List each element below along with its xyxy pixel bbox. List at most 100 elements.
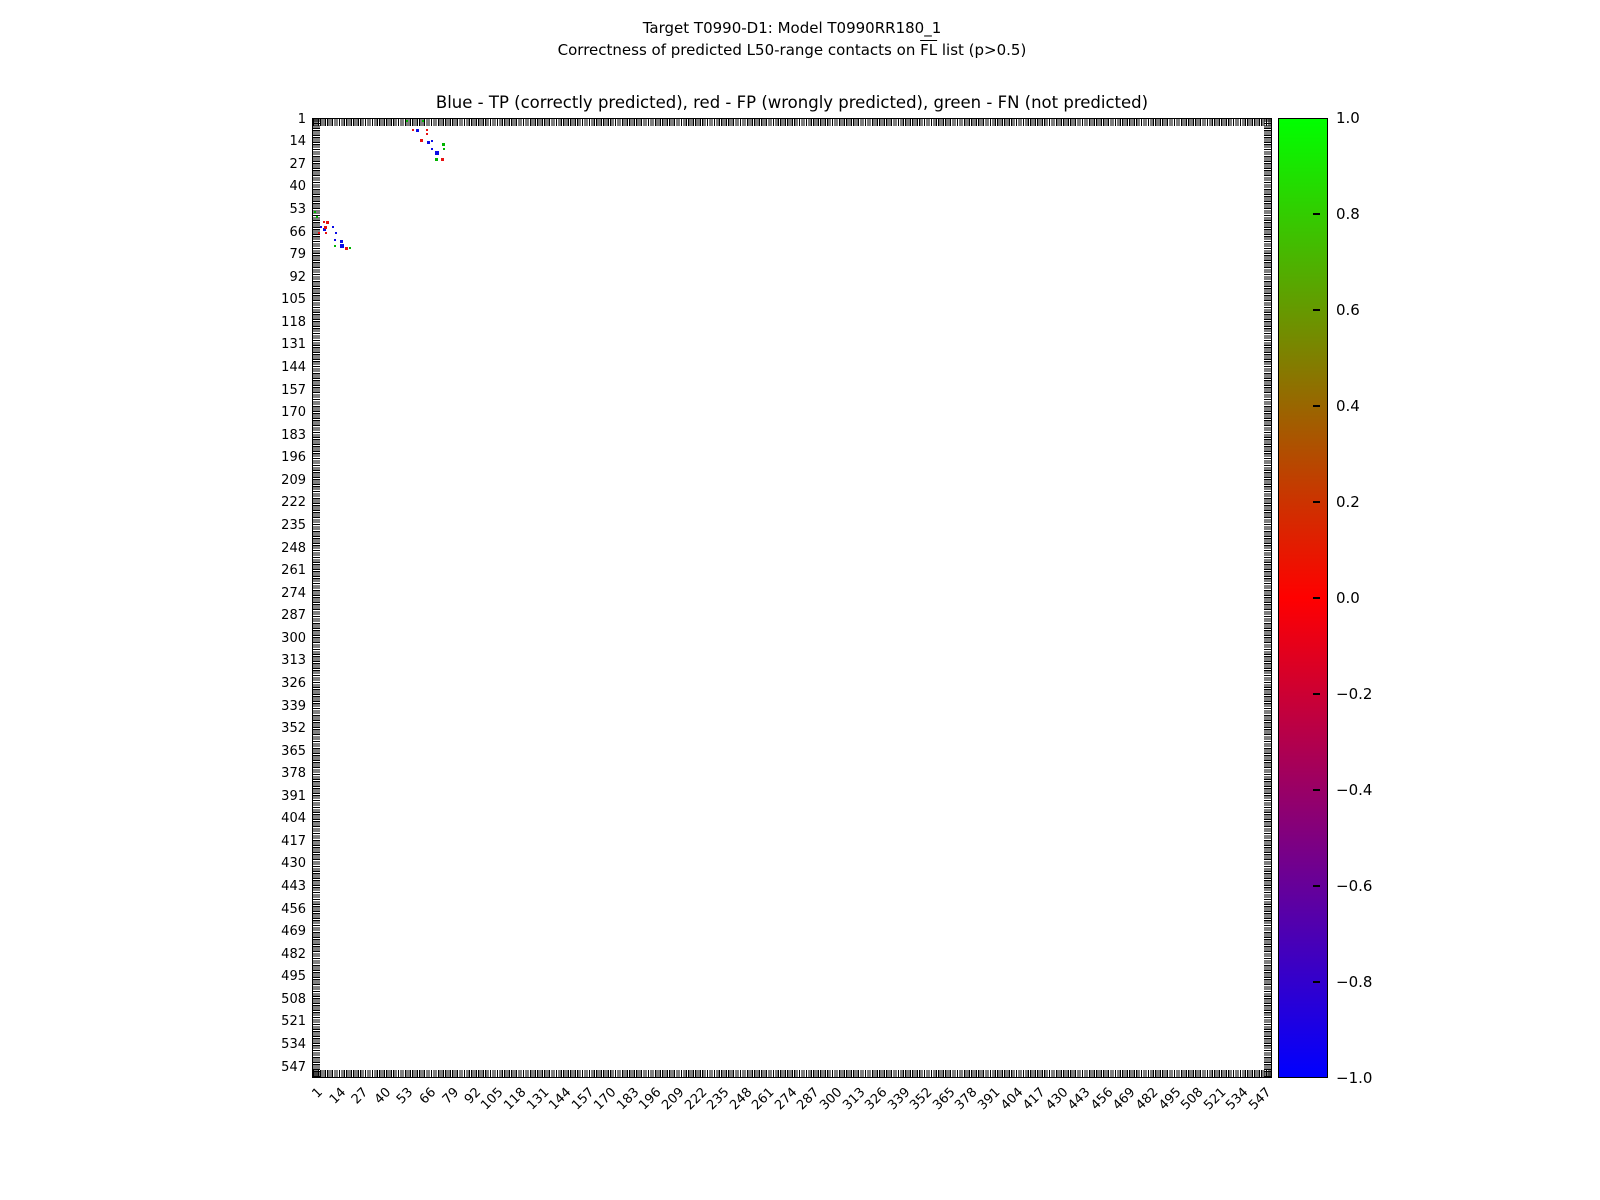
contact-point-fp	[326, 220, 330, 224]
y-tick-label: 157	[281, 382, 306, 398]
y-tick-label: 521	[281, 1014, 306, 1030]
y-tick-label: 443	[281, 879, 306, 895]
colorbar-tick	[1313, 405, 1320, 407]
y-tick-label: 53	[289, 202, 306, 217]
y-tick-label: 27	[289, 156, 306, 172]
y-tick-label: 144	[281, 359, 306, 375]
x-tick-label: 27	[349, 1085, 372, 1108]
contact-point-fp	[425, 132, 428, 135]
contact-point-fn	[314, 210, 317, 213]
x-tick-label: 66	[416, 1085, 440, 1108]
x-tick-label: 287	[794, 1085, 823, 1114]
contact-point-tp	[430, 148, 433, 151]
x-tick-label: 326	[862, 1085, 891, 1114]
x-tick-label: 378	[952, 1085, 981, 1114]
x-tick-label: 209	[659, 1085, 688, 1114]
x-tick-label: 417	[1020, 1085, 1049, 1114]
y-tick-label: 417	[281, 833, 306, 849]
y-tick-label: 118	[281, 314, 306, 330]
x-tick-label: 196	[636, 1085, 665, 1114]
y-tick-label: 352	[281, 721, 306, 737]
y-tick-label: 92	[289, 269, 306, 285]
y-tick-label: 66	[289, 224, 306, 240]
contact-point-tp	[322, 227, 326, 231]
y-tick-label: 495	[281, 969, 306, 985]
figure-title-line1: Target T0990-D1: Model T0990RR180_1	[642, 19, 942, 37]
colorbar-tick	[1313, 309, 1320, 311]
x-tick-label: 469	[1110, 1085, 1139, 1114]
contact-point-tp	[333, 238, 336, 241]
y-tick-label: 1	[297, 111, 306, 127]
contact-point-fp	[440, 158, 444, 162]
contact-point-tp	[426, 140, 430, 144]
x-tick-label: 313	[839, 1085, 868, 1114]
contact-point-fp	[324, 225, 328, 229]
colorbar-tick-label: −0.6	[1336, 877, 1373, 895]
y-tick-label: 248	[281, 540, 306, 556]
colorbar-tick-label: −0.2	[1336, 685, 1373, 703]
x-tick-label: 482	[1133, 1085, 1162, 1114]
x-tick-label: 144	[546, 1085, 575, 1114]
contact-point-fp	[419, 139, 423, 143]
colorbar-tick-label: 0.2	[1336, 493, 1360, 511]
y-tick-label: 482	[281, 946, 306, 962]
y-tick-label: 508	[281, 991, 306, 1007]
colorbar-tick	[1313, 501, 1320, 503]
colorbar-tick-label: −1.0	[1336, 1069, 1373, 1087]
colorbar	[1278, 118, 1328, 1078]
contact-point-fn	[316, 215, 319, 218]
contact-point-fn	[406, 120, 409, 123]
contact-point-fp	[411, 129, 414, 132]
y-tick-label: 235	[281, 517, 306, 533]
y-tick-label: 326	[281, 675, 306, 691]
x-tick-label: 352	[907, 1085, 936, 1114]
figure-title-line2-overline: FL	[920, 41, 938, 59]
y-tick-label: 222	[281, 495, 306, 511]
contact-point-tp	[335, 231, 338, 234]
y-tick-label: 105	[281, 292, 306, 308]
x-tick-label: 105	[478, 1085, 507, 1114]
colorbar-tick-label: −0.8	[1336, 973, 1373, 991]
y-tick-label: 40	[289, 179, 306, 195]
y-tick-label: 131	[281, 337, 306, 353]
colorbar-tick-label: 0.4	[1336, 397, 1360, 415]
tick-comb-right	[1264, 119, 1271, 1077]
contact-point-fp	[317, 231, 320, 234]
contact-point-tp	[340, 239, 343, 243]
x-tick-label: 547	[1246, 1085, 1275, 1114]
colorbar-tick	[1313, 885, 1320, 887]
figure-title-line2: Correctness of predicted L50-range conta…	[312, 40, 1272, 60]
contact-point-tp	[430, 139, 433, 142]
y-tick-label: 404	[281, 811, 306, 827]
x-tick-label: 118	[501, 1085, 530, 1114]
contact-point-fp	[425, 129, 428, 132]
y-tick-label: 534	[281, 1037, 306, 1053]
y-tick-label: 170	[281, 405, 306, 421]
contact-point-tp	[434, 150, 439, 155]
colorbar-tick-label: 0.8	[1336, 205, 1360, 223]
colorbar-tick-label: 1.0	[1336, 109, 1360, 127]
x-tick-label: 235	[704, 1085, 733, 1114]
x-tick-label: 391	[975, 1085, 1004, 1114]
x-tick-label: 508	[1178, 1085, 1207, 1114]
colorbar-tick-label: 0.6	[1336, 301, 1360, 319]
contact-point-tp	[416, 128, 420, 132]
colorbar-tick	[1313, 597, 1320, 599]
x-tick-label: 534	[1223, 1085, 1252, 1114]
colorbar-tick	[1313, 213, 1320, 215]
contact-point-fn	[333, 245, 336, 248]
contact-point-fp	[345, 246, 349, 250]
y-tick-label: 430	[281, 856, 306, 872]
contact-point-tp	[339, 244, 344, 249]
y-tick-label: 313	[281, 653, 306, 669]
x-tick-label: 14	[326, 1085, 349, 1108]
y-tick-label: 274	[281, 585, 306, 601]
contact-point-fp	[323, 221, 326, 224]
colorbar-tick-label: 0.0	[1336, 589, 1360, 607]
x-tick-label: 300	[817, 1085, 846, 1114]
y-tick-label: 469	[281, 924, 306, 940]
x-tick-label: 79	[439, 1085, 462, 1108]
y-tick-label: 300	[281, 630, 306, 646]
tick-comb-left	[313, 119, 320, 1077]
